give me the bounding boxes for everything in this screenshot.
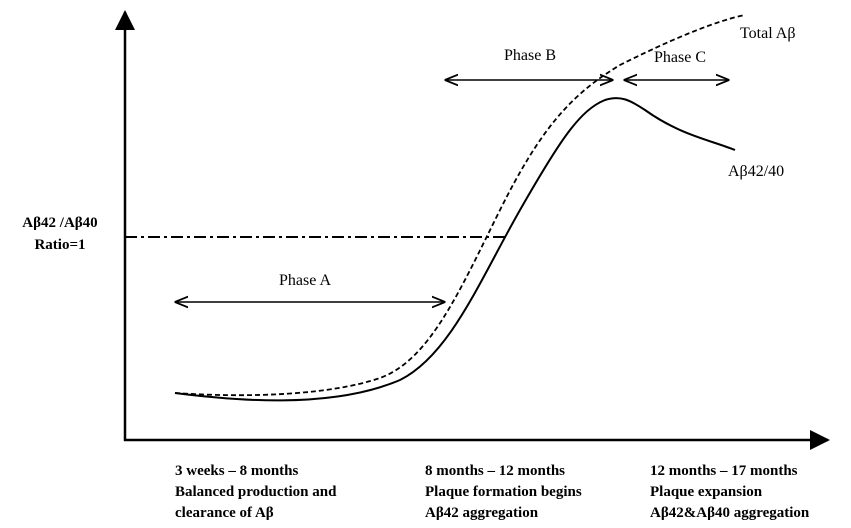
reference-label: Aβ42 /Aβ40 (22, 215, 97, 231)
total-curve (174, 14, 746, 397)
period-line: Plaque expansion (650, 484, 763, 500)
period-line: Aβ42 aggregation (425, 505, 539, 521)
ratio-curve (174, 97, 736, 402)
reference-label: Ratio=1 (34, 237, 85, 253)
period-labels: 3 weeks – 8 months Balanced production a… (175, 463, 810, 521)
phase-label: Phase C (654, 49, 706, 66)
period-line: 8 months – 12 months (425, 463, 565, 479)
period-line: Aβ42&Aβ40 aggregation (650, 505, 810, 521)
period-line: clearance of Aβ (175, 505, 274, 521)
period-line: Plaque formation begins (425, 484, 582, 500)
curve-label: Total Aβ (740, 25, 795, 42)
period-line: 12 months – 17 months (650, 463, 798, 479)
phase-label: Phase B (504, 47, 556, 64)
period-line: Balanced production and (175, 484, 337, 500)
phase-label: Phase A (279, 272, 331, 289)
curve-label: Aβ42/40 (728, 163, 784, 180)
period-line: 3 weeks – 8 months (175, 463, 299, 479)
